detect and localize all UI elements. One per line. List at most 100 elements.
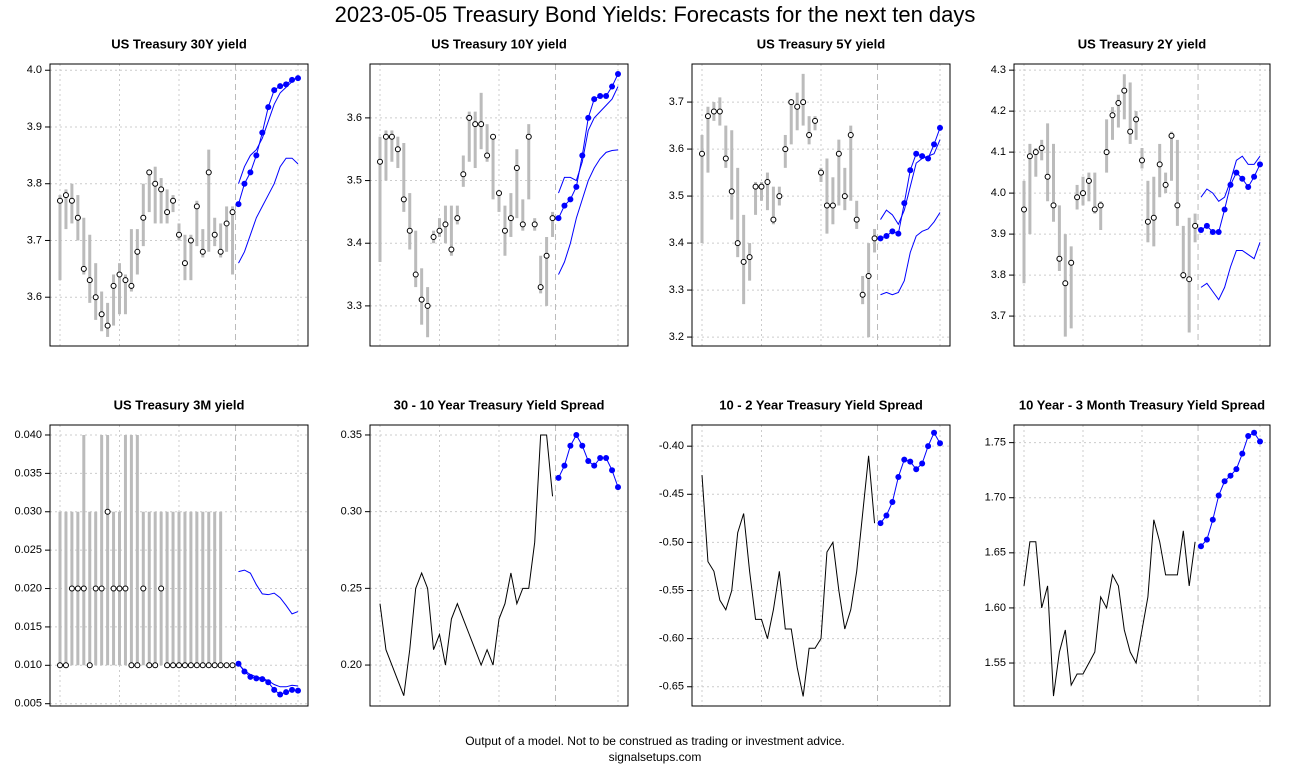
forecast-point (615, 71, 621, 78)
close-point (1156, 161, 1163, 168)
forecast-point (1198, 543, 1204, 550)
panel-title: US Treasury 3M yield (114, 397, 245, 412)
y-tick-label: -0.45 (659, 488, 684, 500)
series-line (1200, 155, 1261, 203)
y-tick-label: 0.20 (341, 659, 362, 671)
y-tick-label: 0.010 (14, 659, 42, 671)
close-point (164, 209, 171, 216)
y-tick-label: 1.70 (985, 492, 1006, 504)
close-point (134, 662, 141, 669)
y-tick-label: 0.040 (14, 429, 42, 441)
close-point (531, 221, 538, 228)
y-tick-label: 4.3 (991, 64, 1006, 76)
plot-frame (49, 424, 309, 707)
y-tick-label: 3.4 (347, 237, 362, 249)
close-point (1044, 173, 1051, 180)
y-tick-label: 4.0 (27, 64, 42, 76)
forecast-point (1221, 206, 1228, 213)
series-line (1200, 242, 1261, 301)
series-line (880, 212, 941, 296)
close-point (176, 662, 182, 669)
close-point (1026, 153, 1033, 160)
series-line (880, 139, 941, 226)
close-point (1192, 222, 1199, 229)
close-point (68, 585, 75, 592)
close-point (122, 585, 129, 592)
series-line (238, 75, 299, 184)
close-point (134, 248, 141, 255)
close-point (746, 254, 753, 261)
forecast-point (895, 230, 902, 237)
close-point (181, 662, 188, 669)
close-point (1097, 202, 1104, 209)
close-point (229, 662, 236, 669)
y-tick-label: 3.6 (347, 112, 362, 124)
forecast-point (561, 462, 568, 469)
forecast-point (1245, 433, 1252, 440)
close-point (1056, 255, 1063, 262)
close-point (1032, 149, 1039, 156)
forecast-point (925, 443, 932, 450)
panel-title: 10 Year - 3 Month Treasury Yield Spread (1019, 397, 1265, 412)
series-line (558, 149, 619, 275)
close-point (217, 662, 224, 669)
close-point (1085, 177, 1092, 184)
close-point (537, 284, 544, 291)
close-point (460, 171, 467, 178)
y-tick-label: 3.7 (991, 310, 1006, 322)
forecast-point (561, 202, 568, 209)
forecast-point (889, 498, 896, 505)
close-point (122, 277, 129, 284)
close-point (406, 227, 413, 234)
forecast-point (241, 668, 248, 675)
forecast-point (895, 473, 902, 480)
forecast-point (1215, 492, 1222, 499)
close-point (223, 662, 230, 669)
close-point (794, 103, 801, 110)
forecast-line (238, 77, 299, 205)
y-tick-label: 3.7 (27, 234, 42, 246)
close-point (158, 585, 165, 592)
forecast-point (289, 686, 296, 693)
close-point (86, 277, 93, 284)
close-point (823, 202, 830, 209)
plot-frame (1013, 63, 1271, 347)
y-tick-label: 3.8 (991, 269, 1006, 281)
close-point (484, 152, 491, 159)
forecast-point (883, 233, 890, 240)
close-point (859, 291, 866, 298)
close-point (57, 197, 63, 204)
close-point (158, 186, 165, 193)
y-tick-label: 3.2 (669, 331, 684, 343)
close-point (140, 214, 147, 221)
panel-title: US Treasury 30Y yield (111, 36, 247, 51)
forecast-point (567, 442, 574, 449)
close-point (728, 188, 735, 195)
y-tick-label: 1.65 (985, 547, 1006, 559)
y-tick-label: 1.75 (985, 437, 1006, 449)
close-point (128, 282, 135, 289)
y-tick-label: 3.5 (347, 174, 362, 186)
forecast-point (1239, 450, 1246, 457)
forecast-point (235, 201, 242, 208)
close-point (104, 322, 111, 329)
close-point (205, 662, 212, 669)
forecast-line (1200, 164, 1261, 233)
series-line (238, 157, 299, 264)
y-tick-label: 0.020 (14, 582, 42, 594)
forecast-point (585, 458, 592, 465)
forecast-point (289, 76, 296, 83)
close-point (74, 214, 81, 221)
forecast-point (283, 689, 290, 696)
close-point (170, 662, 177, 669)
forecast-point (579, 152, 586, 159)
forecast-point (597, 92, 604, 99)
close-point (740, 258, 747, 265)
close-point (382, 133, 389, 140)
y-tick-label: 3.8 (27, 178, 42, 190)
series-line (238, 569, 299, 615)
forecast-point (271, 87, 278, 94)
close-point (752, 183, 759, 190)
close-point (1091, 206, 1098, 213)
close-point (454, 215, 461, 222)
